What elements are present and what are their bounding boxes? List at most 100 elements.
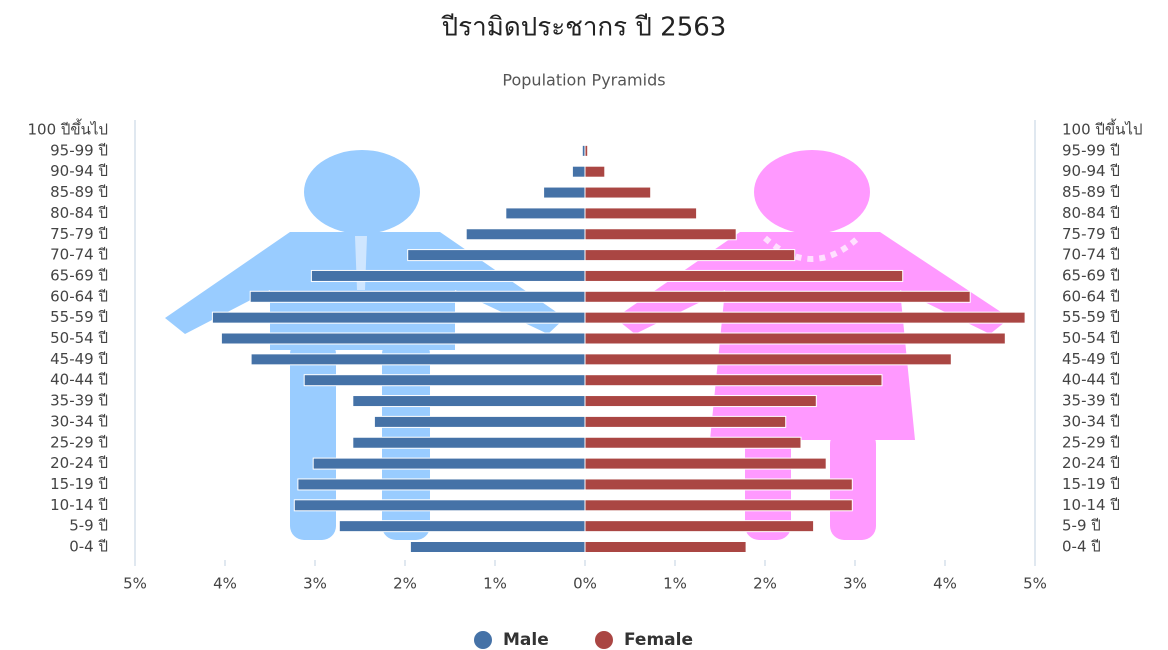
bar: [409, 541, 586, 553]
y-tick-label-left: 40-44 ปี: [50, 371, 108, 389]
y-tick-label-right: 0-4 ปี: [1062, 538, 1101, 556]
x-tick-label: 2%: [753, 575, 777, 593]
bar: [584, 144, 589, 157]
bar: [584, 520, 815, 533]
bar: [584, 457, 827, 470]
y-tick-label-left: 85-89 ปี: [50, 183, 108, 201]
y-tick-label-left: 70-74 ปี: [50, 246, 108, 264]
bar: [407, 249, 586, 262]
bar: [584, 541, 747, 553]
legend-marker: [595, 631, 613, 649]
y-tick-label-left: 30-34 ปี: [50, 412, 108, 430]
bar: [584, 311, 1026, 324]
y-tick-label-right: 100 ปีขึ้นไป: [1062, 119, 1143, 139]
bar: [352, 436, 586, 449]
x-tick-label: 1%: [483, 575, 507, 593]
y-tick-label-right: 90-94 ปี: [1062, 162, 1120, 180]
y-tick-label-right: 50-54 ปี: [1062, 329, 1120, 347]
y-tick-label-right: 10-14 ปี: [1062, 496, 1120, 514]
bar: [338, 520, 586, 533]
bar: [584, 290, 971, 303]
y-tick-label-right: 5-9 ปี: [1062, 517, 1101, 535]
y-tick-label-left: 55-59 ปี: [50, 308, 108, 326]
y-tick-label-right: 80-84 ปี: [1062, 204, 1120, 222]
bar: [584, 436, 802, 449]
y-tick-label-left: 90-94 ปี: [50, 162, 108, 180]
y-tick-label-left: 20-24 ปี: [50, 454, 108, 472]
bar: [584, 249, 796, 262]
bar: [571, 165, 586, 178]
x-tick-label: 4%: [213, 575, 237, 593]
bar: [310, 269, 586, 282]
bar: [584, 353, 952, 366]
y-tick-label-left: 80-84 ปี: [50, 204, 108, 222]
y-tick-label-right: 65-69 ปี: [1062, 266, 1120, 284]
bar: [312, 457, 586, 470]
y-tick-label-left: 15-19 ปี: [50, 475, 108, 493]
x-tick-label: 5%: [123, 575, 147, 593]
y-tick-label-left: 65-69 ปี: [50, 266, 108, 284]
legend-marker: [474, 631, 492, 649]
bar: [249, 290, 586, 303]
bar: [584, 415, 787, 428]
y-tick-label-right: 35-39 ปี: [1062, 392, 1120, 410]
bar: [293, 499, 586, 512]
legend-label: Female: [624, 630, 693, 650]
bar: [584, 207, 698, 220]
x-tick-label: 4%: [933, 575, 957, 593]
y-tick-label-right: 55-59 ปี: [1062, 308, 1120, 326]
bar: [303, 374, 586, 387]
y-tick-label-left: 10-14 ปี: [50, 496, 108, 514]
y-tick-label-right: 95-99 ปี: [1062, 141, 1120, 159]
bar: [250, 353, 586, 366]
y-tick-label-right: 25-29 ปี: [1062, 433, 1120, 451]
chart-subtitle: Population Pyramids: [502, 71, 665, 90]
bar: [584, 478, 853, 491]
bar: [584, 332, 1006, 345]
bar: [220, 332, 586, 345]
x-tick-label: 2%: [393, 575, 417, 593]
bar: [297, 478, 586, 491]
bar: [584, 228, 737, 241]
bar: [211, 311, 586, 324]
y-tick-label-left: 45-49 ปี: [50, 350, 108, 368]
y-tick-label-right: 45-49 ปี: [1062, 350, 1120, 368]
bar: [465, 228, 586, 241]
bar: [584, 374, 883, 387]
bar: [505, 207, 586, 220]
y-tick-label-right: 70-74 ปี: [1062, 246, 1120, 264]
bar: [543, 186, 586, 199]
y-tick-label-left: 50-54 ปี: [50, 329, 108, 347]
y-tick-label-left: 95-99 ปี: [50, 141, 108, 159]
bar: [584, 186, 652, 199]
x-tick-label: 0%: [573, 575, 597, 593]
bar: [584, 499, 853, 512]
chart-title: ปีรามิดประชากร ปี 2563: [441, 13, 727, 43]
y-tick-label-right: 75-79 ปี: [1062, 225, 1120, 243]
y-tick-label-left: 25-29 ปี: [50, 433, 108, 451]
y-tick-label-left: 35-39 ปี: [50, 392, 108, 410]
x-tick-label: 1%: [663, 575, 687, 593]
y-tick-label-right: 20-24 ปี: [1062, 454, 1120, 472]
bar: [584, 269, 904, 282]
y-tick-label-left: 75-79 ปี: [50, 225, 108, 243]
bar: [584, 395, 817, 408]
x-tick-label: 3%: [843, 575, 867, 593]
x-tick-label: 3%: [303, 575, 327, 593]
bar: [352, 395, 586, 408]
bar: [373, 415, 586, 428]
legend-label: Male: [503, 630, 549, 650]
y-tick-label-right: 40-44 ปี: [1062, 371, 1120, 389]
x-tick-label: 5%: [1023, 575, 1047, 593]
y-tick-label-right: 85-89 ปี: [1062, 183, 1120, 201]
y-tick-label-right: 15-19 ปี: [1062, 475, 1120, 493]
bar: [584, 165, 606, 178]
y-tick-label-left: 0-4 ปี: [69, 538, 108, 556]
y-tick-label-left: 60-64 ปี: [50, 287, 108, 305]
y-tick-label-left: 5-9 ปี: [69, 517, 108, 535]
bar: [584, 124, 587, 136]
y-tick-label-right: 60-64 ปี: [1062, 287, 1120, 305]
y-tick-label-right: 30-34 ปี: [1062, 412, 1120, 430]
y-tick-label-left: 100 ปีขึ้นไป: [28, 119, 109, 139]
